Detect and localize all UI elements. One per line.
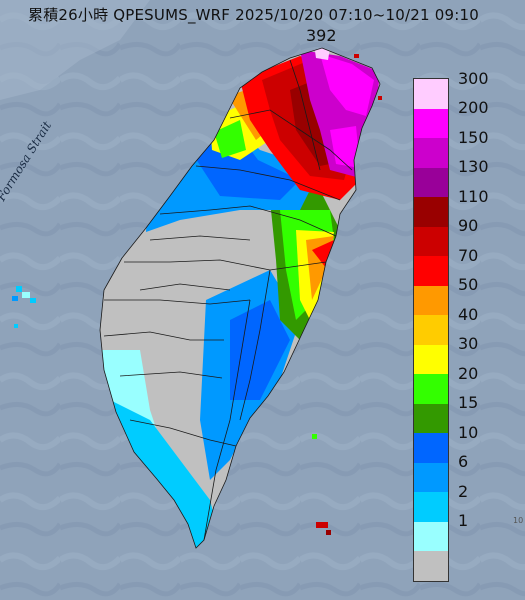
legend-swatch — [414, 315, 448, 345]
legend-label: 150 — [458, 127, 489, 147]
legend-label: 110 — [458, 186, 489, 206]
legend-swatch — [414, 344, 448, 374]
legend-label: 300 — [458, 68, 489, 88]
legend-label: 20 — [458, 363, 479, 383]
legend-swatch — [414, 108, 448, 138]
legend-swatch — [414, 374, 448, 404]
legend-color-bar — [413, 78, 449, 582]
legend-swatch — [414, 433, 448, 463]
legend-swatch — [414, 551, 448, 581]
legend-label: 2 — [458, 481, 469, 501]
legend-swatch — [414, 167, 448, 197]
legend-swatch — [414, 197, 448, 227]
offshore-islands — [12, 54, 382, 535]
legend-swatch — [414, 226, 448, 256]
legend-swatch — [414, 403, 448, 433]
legend-label: 6 — [458, 452, 469, 471]
legend-label: 200 — [458, 98, 489, 117]
legend-label: 1 — [458, 511, 469, 530]
legend-label: 30 — [458, 334, 479, 353]
legend-swatch — [414, 138, 448, 168]
legend-label: 70 — [458, 245, 479, 265]
corner-mark: 10 — [513, 516, 524, 525]
legend-swatch — [414, 285, 448, 315]
map-title: 累積26小時 QPESUMS_WRF 2025/10/20 07:10~10/2… — [28, 6, 479, 24]
legend-swatch — [414, 79, 448, 109]
legend-label: 15 — [458, 393, 479, 412]
legend-label: 90 — [458, 216, 479, 235]
peak-value: 392 — [306, 26, 337, 45]
legend-label: 130 — [458, 157, 489, 176]
boundary-lines — [99, 47, 381, 549]
legend-label — [458, 521, 518, 551]
legend-swatch — [414, 256, 448, 286]
legend-swatch — [414, 462, 448, 492]
legend-swatch — [414, 492, 448, 522]
china-coast — [0, 0, 150, 100]
legend-label: 50 — [458, 275, 479, 294]
legend-swatch — [414, 521, 448, 551]
legend-label: 10 — [458, 422, 479, 442]
legend-label: 40 — [458, 304, 479, 324]
legend-labels: 300 200 150 130 110 90 70 50 40 30 20 15 10 6 2 1 — [458, 69, 518, 580]
